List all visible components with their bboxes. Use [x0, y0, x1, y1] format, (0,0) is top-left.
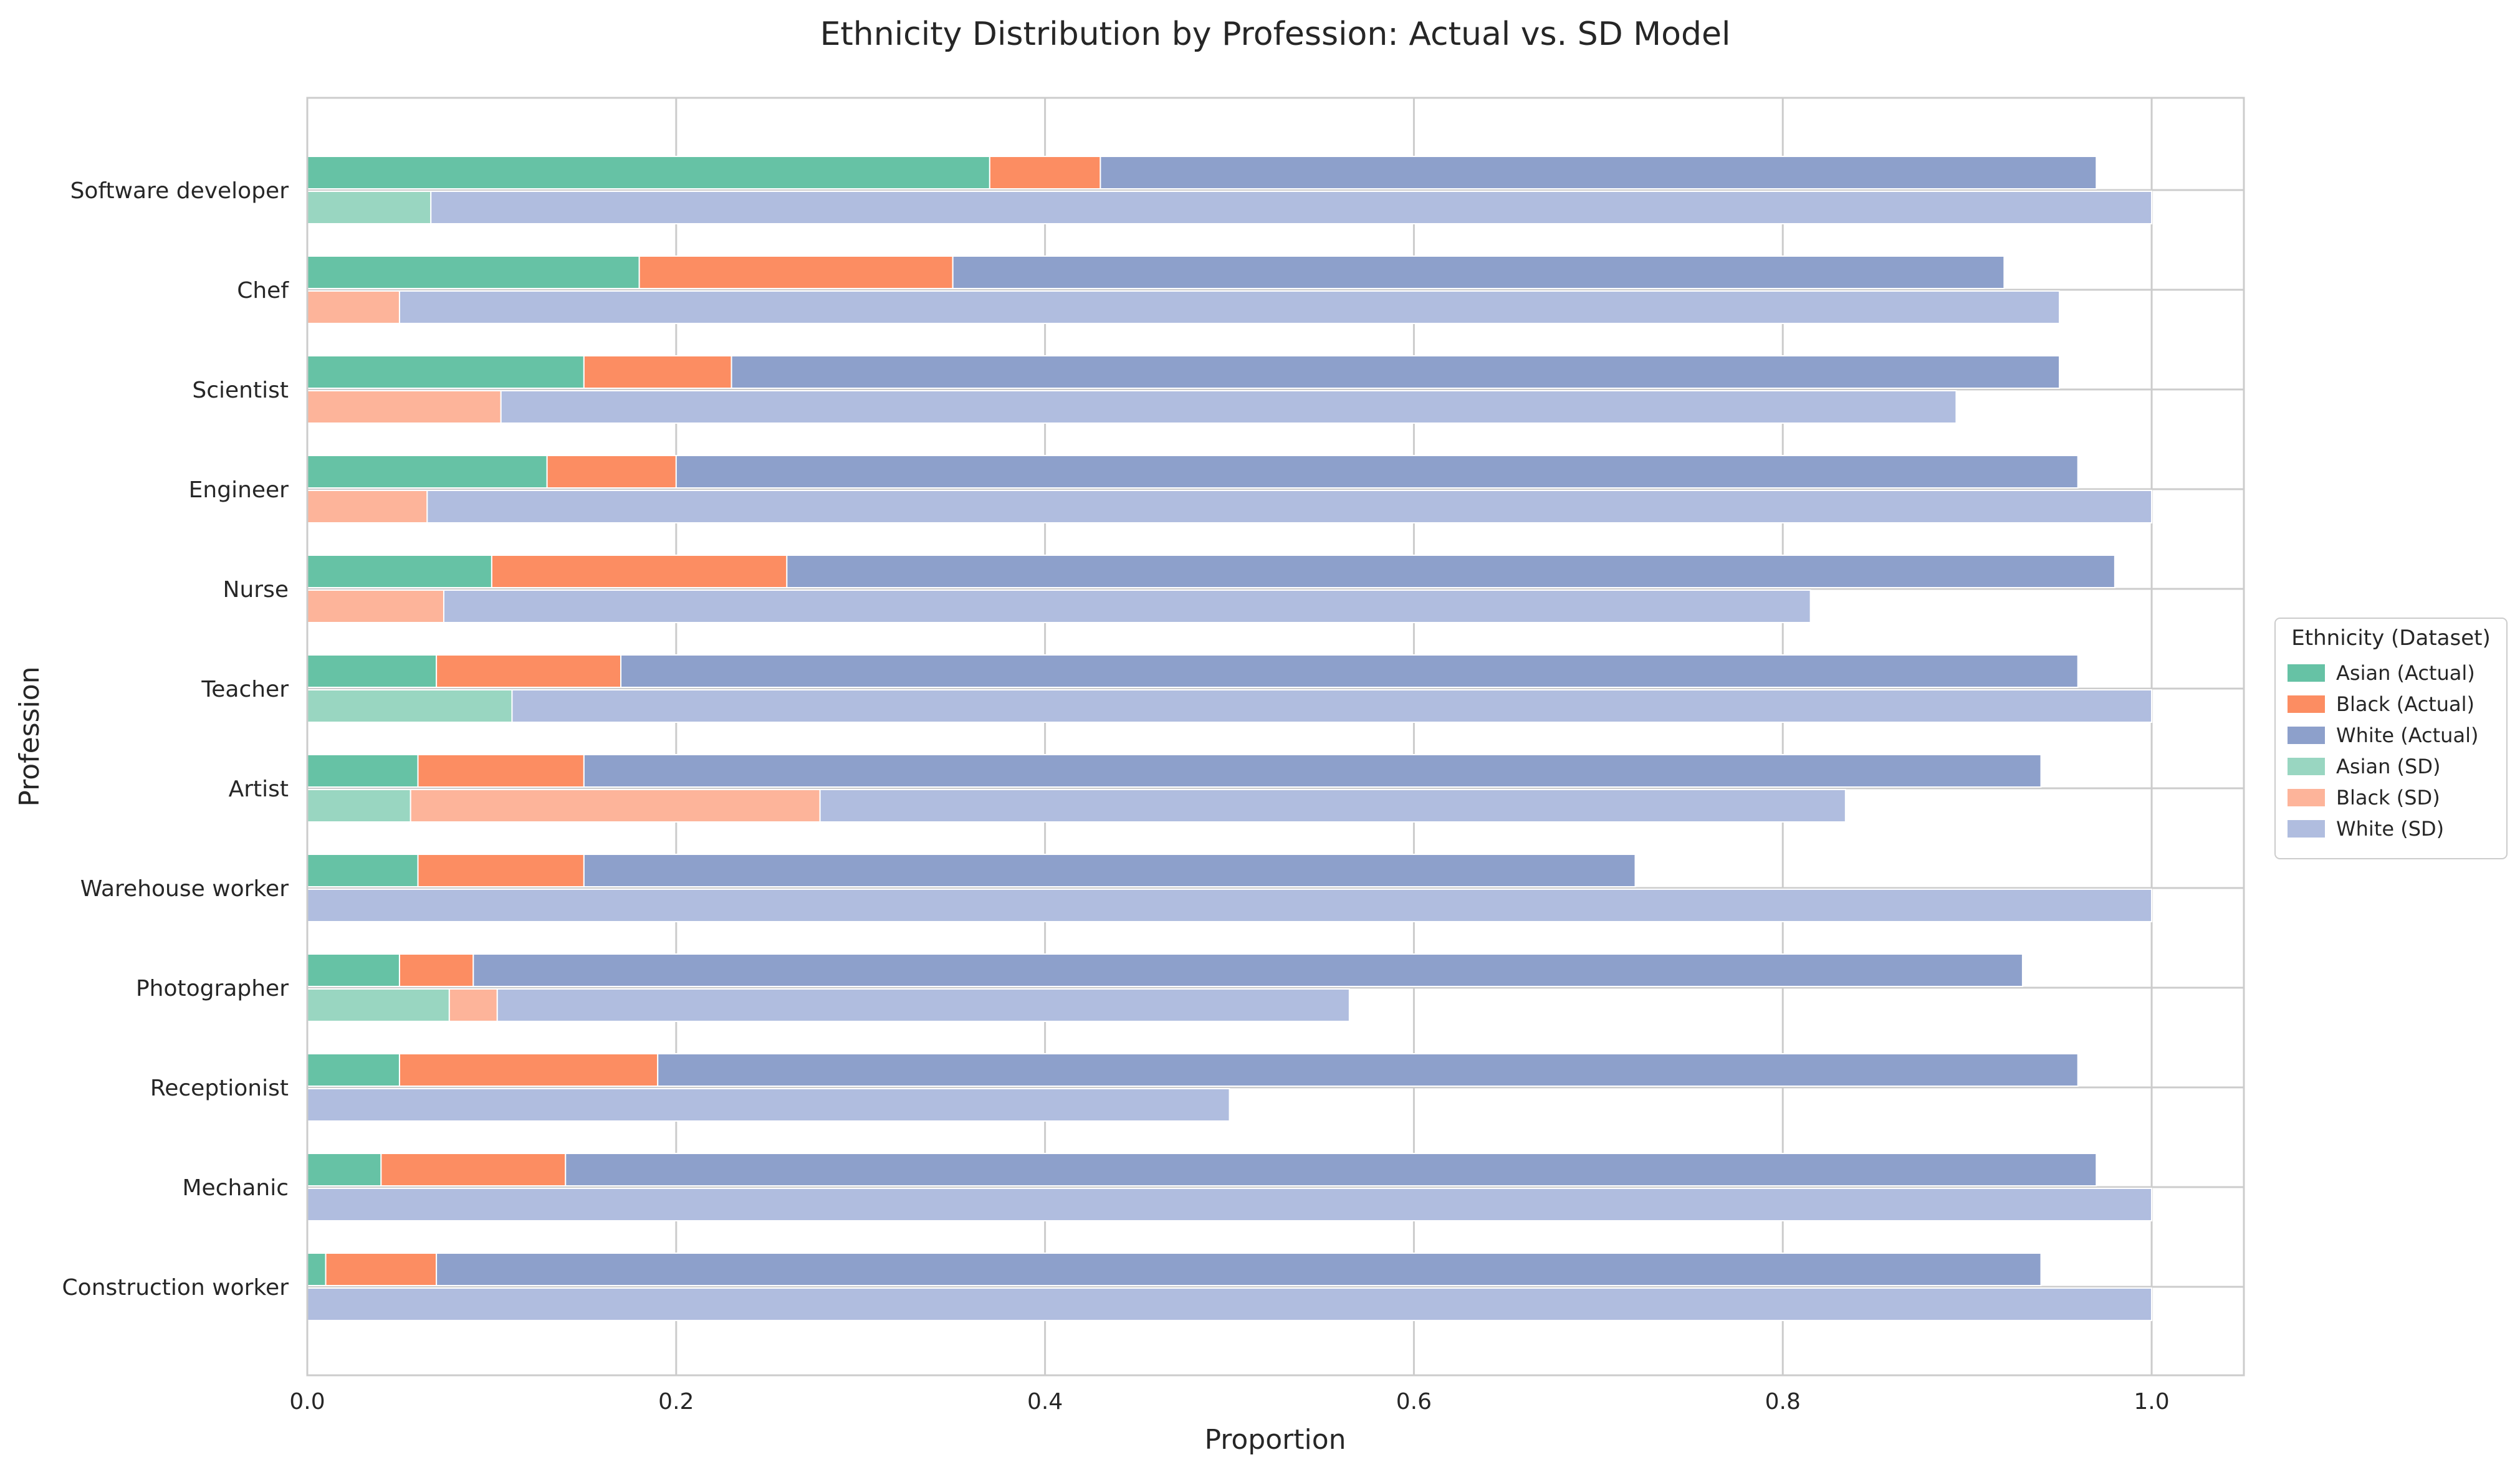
- bar-teacher-white-actual: [620, 654, 2079, 688]
- bar-software-developer-asian-actual: [307, 156, 990, 189]
- bar-chef-black-actual: [638, 255, 954, 289]
- bar-engineer-black-sd: [307, 490, 428, 523]
- legend-label-black-sd: Black (SD): [2336, 786, 2440, 809]
- y-tick-label-warehouse-worker: Warehouse worker: [80, 876, 289, 902]
- bar-construction-worker-white-actual: [436, 1253, 2042, 1286]
- bar-engineer-black-actual: [546, 455, 677, 489]
- bar-photographer-asian-actual: [307, 953, 400, 987]
- bar-construction-worker-black-actual: [325, 1253, 438, 1286]
- legend-swatch-black-actual: [2288, 695, 2325, 713]
- legend-title: Ethnicity (Dataset): [2291, 626, 2490, 651]
- legend-label-asian-sd: Asian (SD): [2336, 755, 2440, 778]
- bar-receptionist-white-actual: [657, 1053, 2079, 1087]
- bar-engineer-asian-actual: [307, 455, 548, 489]
- bar-construction-worker-asian-actual: [307, 1253, 327, 1286]
- bar-mechanic-white-sd: [307, 1188, 2153, 1221]
- y-tick-labels: Software developer Chef Scientist Engineer N…: [62, 178, 290, 1301]
- legend-swatch-white-actual: [2288, 727, 2325, 744]
- y-tick-label-construction-worker: Construction worker: [62, 1275, 289, 1301]
- bar-chef-white-actual: [952, 255, 2005, 289]
- bar-teacher-asian-sd: [307, 689, 513, 723]
- legend-label-asian-actual: Asian (Actual): [2336, 661, 2475, 685]
- bar-nurse-white-actual: [786, 555, 2115, 588]
- bar-warehouse-worker-black-actual: [417, 854, 585, 887]
- bar-photographer-asian-sd: [307, 988, 450, 1022]
- bar-teacher-asian-actual: [307, 654, 438, 688]
- x-tick-label: 0.2: [658, 1389, 694, 1415]
- bar-mechanic-black-actual: [380, 1153, 567, 1186]
- bar-nurse-black-sd: [307, 590, 444, 623]
- y-tick-label-mechanic: Mechanic: [183, 1175, 289, 1201]
- y-tick-label-engineer: Engineer: [189, 477, 289, 503]
- bar-chef-white-sd: [398, 290, 2061, 324]
- legend-swatch-asian-sd: [2288, 758, 2325, 775]
- bar-construction-worker-white-sd: [307, 1287, 2153, 1321]
- bar-scientist-black-actual: [583, 355, 732, 389]
- bar-software-developer-black-actual: [989, 156, 1101, 189]
- bar-receptionist-black-actual: [398, 1053, 659, 1087]
- bar-artist-white-sd: [819, 789, 1846, 823]
- bar-nurse-white-sd: [443, 590, 1811, 623]
- bar-engineer-white-actual: [675, 455, 2079, 489]
- y-tick-label-scientist: Scientist: [192, 378, 289, 403]
- x-tick-label: 0.0: [289, 1389, 325, 1415]
- y-tick-label-artist: Artist: [229, 776, 289, 802]
- bar-artist-black-actual: [417, 754, 585, 788]
- y-tick-label-chef: Chef: [237, 278, 289, 303]
- bar-scientist-white-sd: [500, 390, 1957, 424]
- bar-photographer-white-actual: [472, 953, 2023, 987]
- legend-swatch-white-sd: [2288, 820, 2325, 838]
- x-tick-label: 0.8: [1765, 1389, 1801, 1415]
- y-tick-label-software-developer: Software developer: [70, 178, 289, 204]
- x-axis-label: Proportion: [1204, 1424, 1346, 1456]
- bar-nurse-black-actual: [491, 555, 788, 588]
- bar-scientist-white-actual: [731, 355, 2061, 389]
- bar-artist-asian-sd: [307, 789, 411, 823]
- bar-receptionist-asian-actual: [307, 1053, 400, 1087]
- legend-label-white-sd: White (SD): [2336, 817, 2444, 841]
- bar-receptionist-white-sd: [307, 1088, 1230, 1122]
- bar-engineer-white-sd: [426, 490, 2153, 523]
- bar-chef-black-sd: [307, 290, 400, 324]
- bar-warehouse-worker-white-actual: [583, 854, 1636, 887]
- bar-artist-black-sd: [410, 789, 821, 823]
- x-tick-label: 0.4: [1027, 1389, 1063, 1415]
- bar-software-developer-asian-sd: [307, 191, 432, 224]
- legend-swatch-black-sd: [2288, 789, 2325, 806]
- y-tick-label-receptionist: Receptionist: [150, 1076, 289, 1101]
- legend-label-white-actual: White (Actual): [2336, 723, 2478, 747]
- bar-chef-asian-actual: [307, 255, 640, 289]
- legend-label-black-actual: Black (Actual): [2336, 692, 2474, 716]
- legend-swatch-asian-actual: [2288, 664, 2325, 682]
- bar-software-developer-white-actual: [1100, 156, 2097, 189]
- legend-frame: [2274, 618, 2508, 859]
- x-tick-label: 0.6: [1396, 1389, 1432, 1415]
- bar-warehouse-worker-asian-actual: [307, 854, 419, 887]
- bar-photographer-black-actual: [398, 953, 474, 987]
- bar-artist-white-actual: [583, 754, 2042, 788]
- bar-photographer-black-sd: [448, 988, 498, 1022]
- bar-nurse-asian-actual: [307, 555, 492, 588]
- bar-scientist-asian-actual: [307, 355, 585, 389]
- legend: Ethnicity (Dataset) Asian (Actual) Black …: [2274, 618, 2508, 859]
- bar-teacher-black-actual: [436, 654, 622, 688]
- y-tick-label-teacher: Teacher: [201, 677, 289, 702]
- y-axis-label: Profession: [14, 666, 46, 806]
- bar-scientist-black-sd: [307, 390, 502, 424]
- y-tick-label-photographer: Photographer: [136, 976, 289, 1001]
- bar-photographer-white-sd: [496, 988, 1350, 1022]
- bar-artist-asian-actual: [307, 754, 419, 788]
- x-tick-labels: 0.0 0.2 0.4 0.6 0.8 1.0: [289, 1389, 2169, 1415]
- bars: [307, 156, 2153, 1321]
- bar-teacher-white-sd: [511, 689, 2153, 723]
- bar-mechanic-asian-actual: [307, 1153, 382, 1186]
- chart-title: Ethnicity Distribution by Profession: Ac…: [820, 16, 1731, 53]
- bar-warehouse-worker-white-sd: [307, 889, 2153, 922]
- bar-mechanic-white-actual: [565, 1153, 2097, 1186]
- plot-frame: [306, 97, 2245, 1377]
- y-tick-label-nurse: Nurse: [223, 577, 289, 603]
- bar-software-developer-white-sd: [430, 191, 2153, 224]
- x-tick-label: 1.0: [2134, 1389, 2169, 1415]
